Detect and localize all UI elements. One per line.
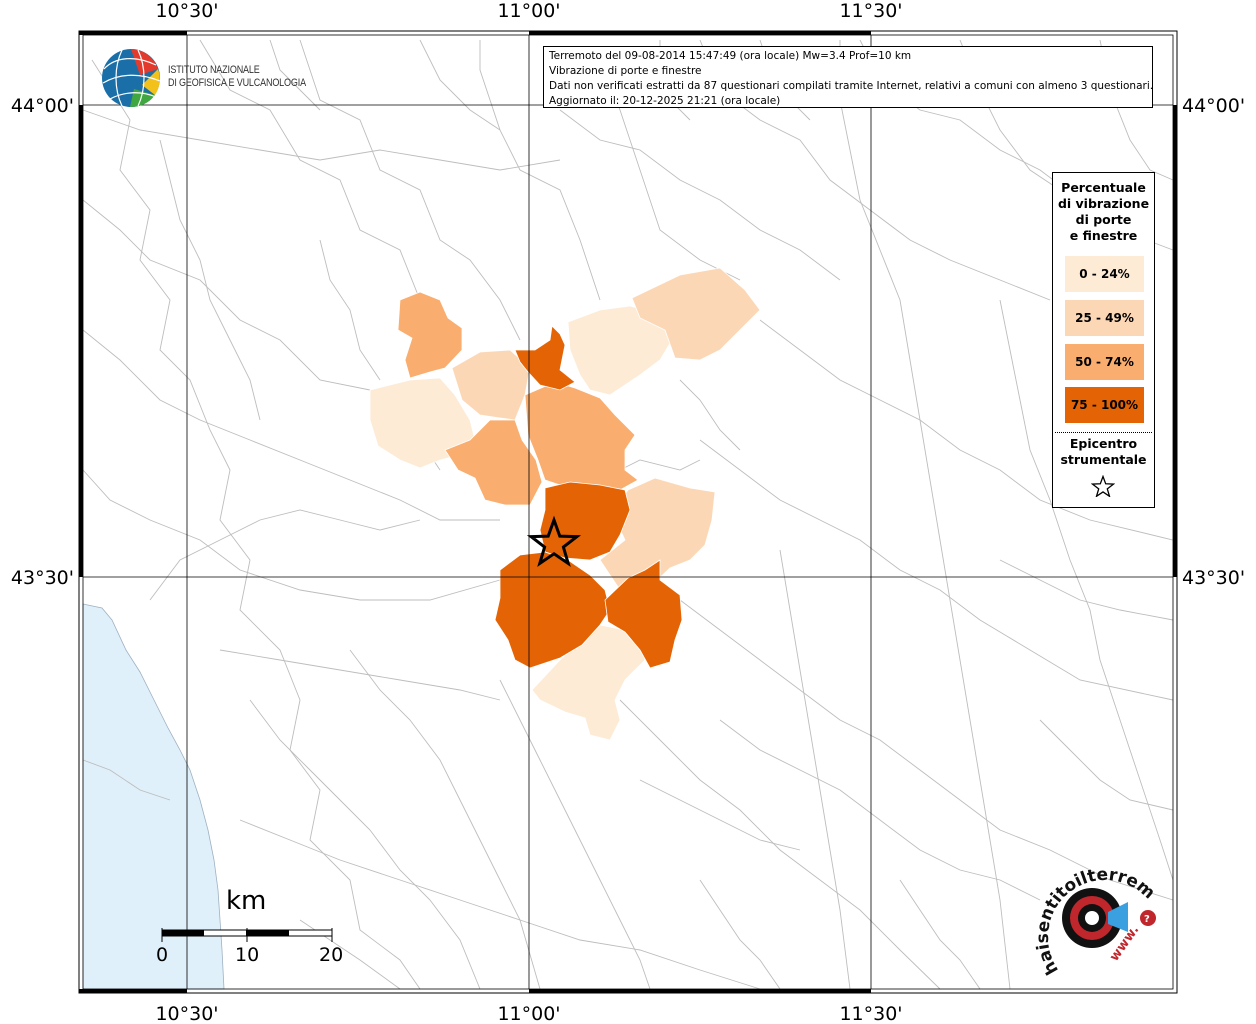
- scale-label: 0: [156, 944, 169, 966]
- ingv-logo: ISTITUTO NAZIONALE DI GEOFISICA E VULCAN…: [100, 46, 330, 110]
- event-info-line: Vibrazione di porte e finestre: [549, 65, 702, 77]
- legend-item: 75 - 100%: [1065, 387, 1144, 423]
- area-75-100-southeast: [604, 559, 683, 669]
- event-info-line: Terremoto del 09-08-2014 15:47:49 (ora l…: [549, 50, 912, 62]
- svg-text:?: ?: [1144, 914, 1150, 925]
- area-50-74-northwest: [397, 291, 463, 379]
- event-info-line: Dati non verificati estratti da 87 quest…: [549, 80, 1154, 92]
- x-tick-label: 11°30': [839, 0, 902, 22]
- legend-epicenter-line: strumentale: [1060, 452, 1147, 467]
- area-50-74-center: [524, 381, 639, 491]
- legend-item: 0 - 24%: [1065, 256, 1144, 292]
- legend-epicenter-label: Epicentro strumentale: [1053, 436, 1154, 468]
- y-tick-label: 43°30': [11, 567, 74, 589]
- epicenter-star-icon: [526, 515, 582, 567]
- x-tick-label: 10°30': [155, 0, 218, 22]
- scale-label: 10: [235, 944, 260, 966]
- area-50-74-southwest: [444, 419, 543, 506]
- ingv-name: ISTITUTO NAZIONALE DI GEOFISICA E VULCAN…: [168, 64, 306, 90]
- legend-title-line: di porte: [1075, 212, 1132, 227]
- legend-separator: [1055, 432, 1152, 433]
- x-tick-label: 11°00': [497, 1003, 560, 1024]
- legend: Percentuale di vibrazione di porte e fin…: [1052, 172, 1155, 508]
- intensity-areas: [369, 267, 761, 741]
- scale-bar: [161, 928, 333, 942]
- ingv-name-line: ISTITUTO NAZIONALE: [168, 64, 260, 76]
- y-tick-label: 44°00': [1182, 95, 1245, 117]
- scale-label: 20: [319, 944, 344, 966]
- hai-sentito-il-terremoto-logo-icon: haisentitoilterremoto.it ? www.: [1030, 862, 1159, 978]
- y-tick-label: 44°00': [11, 95, 74, 117]
- area-75-100-center: [539, 481, 631, 561]
- x-tick-label: 11°30': [839, 1003, 902, 1024]
- sea-area: [82, 603, 225, 990]
- legend-item: 25 - 49%: [1065, 300, 1144, 336]
- y-tick-label: 43°30': [1182, 567, 1245, 589]
- legend-item: 50 - 74%: [1065, 344, 1144, 380]
- ingv-name-line: DI GEOFISICA E VULCANOLOGIA: [168, 77, 306, 89]
- legend-title-line: e finestre: [1069, 228, 1138, 243]
- legend-title-line: di vibrazione: [1057, 196, 1150, 211]
- legend-title: Percentuale di vibrazione di porte e fin…: [1053, 180, 1154, 244]
- area-25-49-west: [451, 349, 531, 421]
- x-tick-label: 11°00': [497, 0, 560, 22]
- legend-epicenter-line: Epicentro: [1069, 436, 1138, 451]
- legend-title-line: Percentuale: [1061, 180, 1146, 195]
- event-info-box: Terremoto del 09-08-2014 15:47:49 (ora l…: [543, 46, 1153, 108]
- event-info-line: Aggiornato il: 20-12-2025 21:21 (ora loc…: [549, 95, 781, 107]
- area-25-49-northeast: [631, 267, 761, 361]
- area-0-24-south: [531, 624, 646, 741]
- legend-star-icon: [1091, 475, 1115, 497]
- map-frame: [78, 30, 1178, 994]
- ingv-globe-icon: [102, 49, 161, 108]
- scale-unit: km: [226, 886, 267, 916]
- area-75-100-north: [514, 325, 576, 391]
- area-0-24-north: [567, 305, 673, 396]
- x-tick-label: 10°30': [155, 1003, 218, 1024]
- graticule: [83, 35, 1173, 989]
